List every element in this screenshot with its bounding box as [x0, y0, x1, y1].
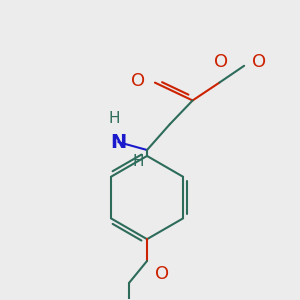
Text: H: H — [109, 111, 120, 126]
Text: O: O — [155, 265, 169, 283]
Text: O: O — [214, 53, 228, 71]
Text: O: O — [252, 53, 266, 71]
Text: H: H — [132, 154, 144, 169]
Text: N: N — [110, 133, 126, 152]
Text: O: O — [131, 72, 145, 90]
